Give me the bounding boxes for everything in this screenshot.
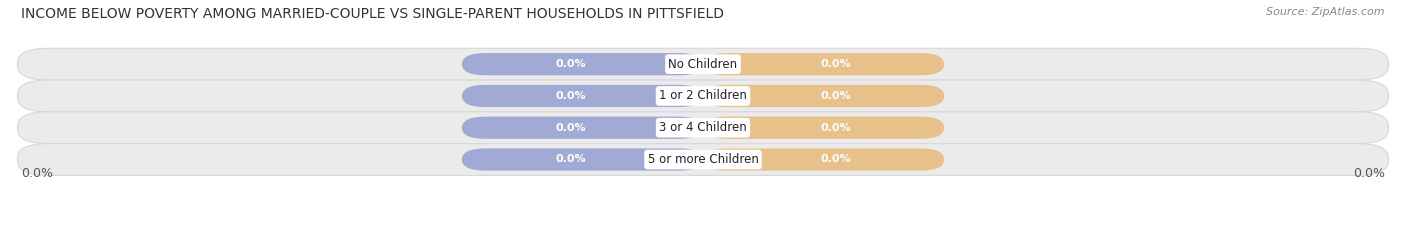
- FancyBboxPatch shape: [17, 48, 1389, 80]
- Text: INCOME BELOW POVERTY AMONG MARRIED-COUPLE VS SINGLE-PARENT HOUSEHOLDS IN PITTSFI: INCOME BELOW POVERTY AMONG MARRIED-COUPL…: [21, 7, 724, 21]
- FancyBboxPatch shape: [461, 116, 703, 139]
- Text: 0.0%: 0.0%: [555, 91, 586, 101]
- Text: 0.0%: 0.0%: [820, 123, 851, 133]
- Text: 0.0%: 0.0%: [21, 167, 53, 179]
- Text: Source: ZipAtlas.com: Source: ZipAtlas.com: [1267, 7, 1385, 17]
- Text: 5 or more Children: 5 or more Children: [648, 153, 758, 166]
- FancyBboxPatch shape: [703, 148, 945, 171]
- Text: 0.0%: 0.0%: [820, 154, 851, 164]
- FancyBboxPatch shape: [461, 53, 703, 75]
- FancyBboxPatch shape: [703, 116, 945, 139]
- FancyBboxPatch shape: [703, 53, 945, 75]
- Text: 0.0%: 0.0%: [820, 59, 851, 69]
- Legend: Married Couples, Single Parents: Married Couples, Single Parents: [572, 229, 834, 233]
- Text: No Children: No Children: [668, 58, 738, 71]
- Text: 0.0%: 0.0%: [555, 154, 586, 164]
- Text: 0.0%: 0.0%: [820, 91, 851, 101]
- Text: 1 or 2 Children: 1 or 2 Children: [659, 89, 747, 103]
- Text: 0.0%: 0.0%: [555, 123, 586, 133]
- Text: 3 or 4 Children: 3 or 4 Children: [659, 121, 747, 134]
- FancyBboxPatch shape: [703, 85, 945, 107]
- FancyBboxPatch shape: [461, 148, 703, 171]
- FancyBboxPatch shape: [461, 85, 703, 107]
- FancyBboxPatch shape: [17, 112, 1389, 144]
- FancyBboxPatch shape: [17, 80, 1389, 112]
- Text: 0.0%: 0.0%: [555, 59, 586, 69]
- Text: 0.0%: 0.0%: [1353, 167, 1385, 179]
- FancyBboxPatch shape: [17, 144, 1389, 175]
